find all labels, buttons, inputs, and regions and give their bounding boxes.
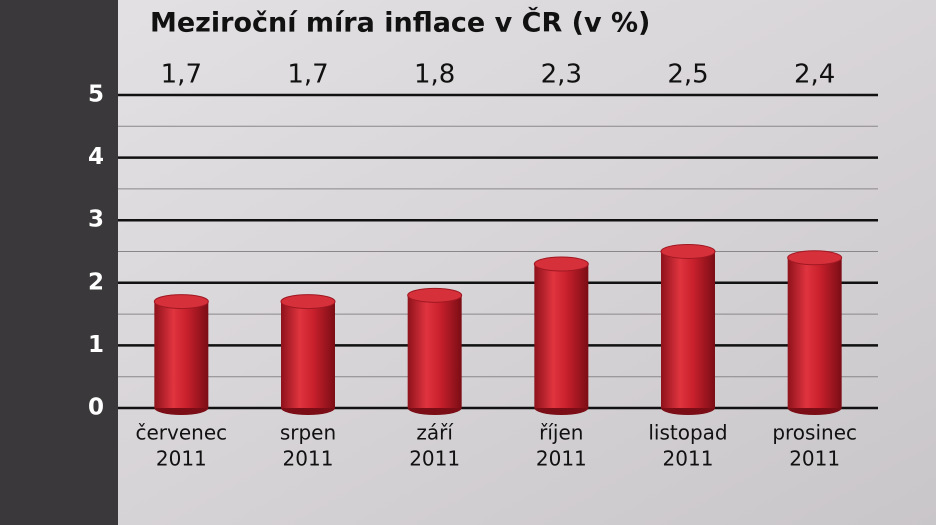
x-tick-label: prosinec — [772, 421, 857, 445]
x-tick-label: 2011 — [789, 447, 840, 471]
y-tick-label: 3 — [88, 207, 104, 233]
value-label: 1,7 — [161, 60, 202, 90]
y-tick-label: 5 — [88, 82, 104, 108]
x-tick-label: 2011 — [409, 447, 460, 471]
value-label: 2,4 — [794, 60, 835, 90]
y-tick-label: 2 — [88, 269, 104, 295]
x-tick-label: listopad — [648, 421, 727, 445]
x-tick-label: říjen — [539, 421, 583, 445]
y-tick-label: 4 — [88, 144, 104, 170]
y-tick-label: 1 — [88, 332, 104, 358]
bar — [407, 295, 462, 408]
x-tick-label: 2011 — [536, 447, 587, 471]
bar-top — [533, 256, 589, 272]
x-tick-label: srpen — [280, 421, 336, 445]
value-label: 1,7 — [287, 60, 328, 90]
bar-top — [787, 250, 843, 266]
bar-top — [660, 244, 716, 259]
value-label: 2,5 — [667, 60, 708, 90]
side-strip — [0, 0, 118, 525]
bar-top — [280, 294, 336, 310]
y-tick-label: 0 — [88, 395, 104, 421]
x-tick-label: 2011 — [156, 447, 207, 471]
bar — [154, 301, 209, 408]
value-label: 2,3 — [541, 60, 582, 90]
bar — [661, 251, 715, 408]
bar-top — [153, 294, 209, 310]
bar — [534, 264, 589, 408]
value-label: 1,8 — [414, 60, 455, 90]
x-tick-label: 2011 — [283, 447, 334, 471]
x-tick-label: 2011 — [663, 447, 714, 471]
chart-title: Meziroční míra inflace v ČR (v %) — [150, 7, 650, 39]
bar — [787, 257, 842, 408]
x-tick-label: červenec — [136, 421, 228, 445]
x-tick-label: září — [416, 421, 454, 445]
bar — [281, 301, 335, 408]
bar-top — [407, 287, 463, 303]
